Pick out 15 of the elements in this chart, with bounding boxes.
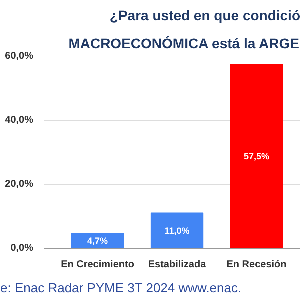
text: e: Enac Radar PYME 3T 2024 www.enac.: [0, 280, 242, 296]
y-tick-label: 60,0%: [5, 51, 34, 62]
x-tick-label: En Recesión: [226, 260, 287, 270]
chart-title: ¿Para usted en que condició: [110, 8, 300, 24]
data-label: 4,7%: [88, 236, 108, 246]
y-tick-label: 20,0%: [5, 179, 34, 190]
bar: [150, 212, 204, 248]
y-tick-label: 0,0%: [10, 243, 34, 254]
data-label: 11,0%: [164, 226, 190, 236]
y-tick-label: 40,0%: [5, 115, 34, 126]
chart-subtitle: MACROECONÓMICA está la ARGE: [68, 36, 300, 52]
x-tick-label: Estabilizada: [148, 260, 207, 270]
bar: [230, 64, 284, 248]
x-tick-label: En Crecimiento: [61, 260, 134, 270]
data-label: 57,5%: [244, 152, 270, 162]
